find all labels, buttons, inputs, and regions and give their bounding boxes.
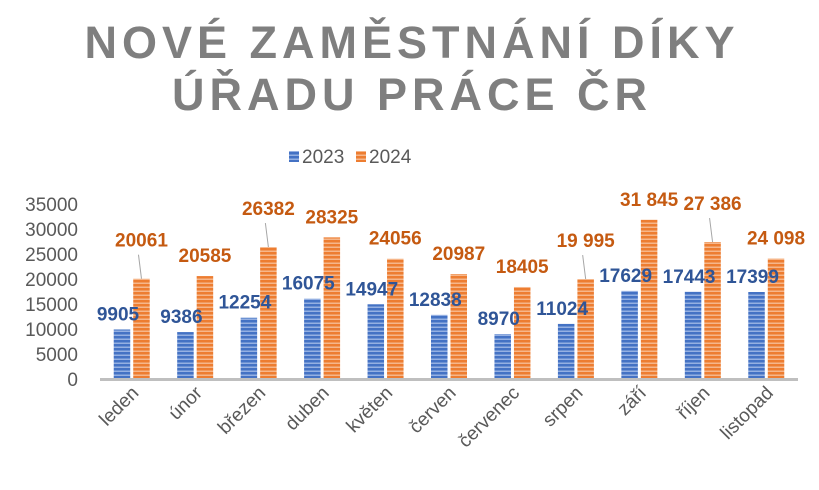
- legend: 2023 2024: [289, 147, 412, 168]
- data-label-2024: 26382: [242, 199, 295, 220]
- x-tick-label: červen: [405, 383, 460, 438]
- leader-line: [137, 254, 142, 279]
- y-tick-label: 10000: [25, 320, 78, 341]
- bar-2024-listopad: [767, 258, 785, 379]
- x-tick-label: březen: [214, 383, 270, 439]
- data-label-2023: 17629: [599, 266, 652, 287]
- data-label-2023: 9905: [97, 304, 140, 325]
- bar-2023-červenec: [494, 334, 511, 379]
- bars: [113, 219, 785, 379]
- bar-2024-duben: [323, 237, 341, 379]
- y-tick-label: 0: [67, 370, 78, 391]
- data-label-2023: 17443: [663, 267, 716, 288]
- y-tick-label: 35000: [25, 195, 78, 216]
- y-tick-label: 25000: [25, 245, 78, 266]
- bar-2023-srpen: [557, 323, 575, 379]
- legend-label-2024: 2024: [369, 147, 412, 168]
- x-axis: leden únor březen duben květen červenčervenec…: [96, 382, 778, 452]
- legend-label-2023: 2023: [302, 147, 344, 168]
- x-tick-label: listopad: [717, 383, 778, 444]
- y-tick-label: 15000: [25, 295, 78, 316]
- bar-2024-únor: [196, 276, 214, 379]
- y-tick-label: 20000: [25, 270, 78, 291]
- data-label-2024: 24 098: [747, 229, 805, 250]
- x-tick-label: červenec: [455, 383, 524, 452]
- data-label-2023: 11024: [536, 299, 588, 320]
- bar-2024-srpen: [577, 279, 594, 379]
- x-tick-label: říjen: [673, 383, 714, 424]
- data-label-2023: 8970: [478, 309, 520, 330]
- x-tick-label: květen: [343, 383, 397, 437]
- x-tick-label: srpen: [539, 383, 587, 431]
- bar-2023-září: [621, 290, 638, 379]
- bar-2023-květen: [367, 304, 385, 379]
- data-label-2024: 24056: [369, 229, 422, 250]
- y-tick-label: 30000: [25, 220, 78, 241]
- leader-line: [709, 218, 714, 243]
- bar-2024-březen: [260, 247, 277, 379]
- x-tick-label: únor: [165, 382, 207, 424]
- y-tick-label: 5000: [36, 345, 78, 366]
- data-label-2024: 31 845: [620, 190, 679, 211]
- data-label-2024: 27 386: [684, 194, 742, 215]
- bar-2023-březen: [240, 317, 258, 379]
- leader-line: [582, 254, 587, 280]
- x-tick-label: leden: [96, 383, 144, 431]
- data-label-2023: 17399: [726, 267, 779, 288]
- chart-title-line-2: ÚŘADU PRÁCE ČR: [172, 69, 652, 120]
- data-label-2023: 12838: [409, 290, 462, 311]
- bar-2024-červen: [450, 274, 467, 379]
- y-axis: 0 5000 10000 15000 20000 25000 30000 35000: [25, 195, 78, 391]
- data-label-2023: 12254: [218, 293, 271, 314]
- bar-2024-červenec: [513, 286, 531, 379]
- chart-title-line-1: NOVÉ ZAMĚSTNÁNÍ DÍKY: [84, 17, 739, 68]
- bar-2024-září: [640, 219, 658, 379]
- bar-2023-červen: [431, 314, 448, 379]
- data-label-2024: 28325: [305, 207, 358, 228]
- data-label-2024: 20061: [115, 231, 168, 252]
- bar-2023-leden: [113, 329, 131, 379]
- data-label-2024: 18405: [496, 257, 549, 278]
- data-label-2024: 20987: [432, 244, 485, 265]
- bar-2024-květen: [387, 258, 404, 379]
- x-tick-label: září: [614, 382, 652, 420]
- data-label-2023: 16075: [282, 274, 335, 295]
- bar-2023-únor: [177, 332, 194, 379]
- bar-2024-leden: [133, 278, 150, 379]
- bar-2023-listopad: [748, 292, 765, 379]
- bar-2024-říjen: [704, 242, 721, 379]
- data-label-2024: 19 995: [557, 231, 616, 252]
- x-tick-label: duben: [281, 383, 333, 435]
- legend-swatch-2024: [356, 151, 366, 162]
- bar-2023-duben: [304, 298, 321, 379]
- data-label-2023: 14947: [345, 279, 398, 300]
- leader-line: [264, 223, 269, 248]
- data-labels: 9905 20061 9386 20585 12254 26382 16075 28325 14…: [97, 190, 805, 330]
- legend-swatch-2023: [289, 151, 299, 162]
- data-label-2023: 9386: [160, 307, 202, 328]
- bar-2023-říjen: [684, 291, 702, 379]
- data-label-2024: 20585: [179, 246, 232, 267]
